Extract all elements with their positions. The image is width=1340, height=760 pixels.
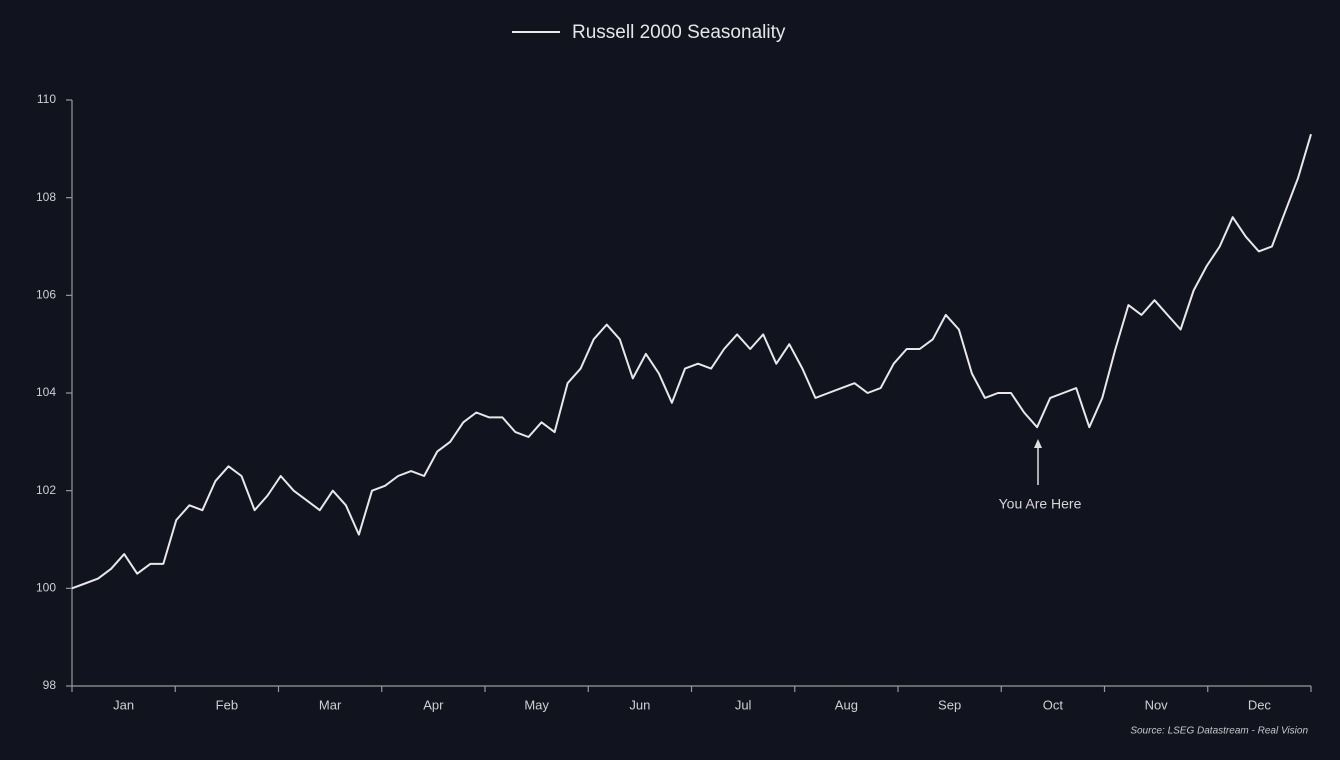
annotation: You Are Here [999, 496, 1082, 512]
y-tick-label: 110 [37, 92, 56, 106]
x-tick-label: Aug [835, 697, 858, 712]
x-tick-label: Sep [938, 697, 961, 712]
source: Source: LSEG Datastream - Real Vision [1130, 726, 1308, 737]
annotation-arrowhead [1034, 439, 1042, 448]
y-tick-label: 104 [36, 385, 56, 399]
y-tick-label: 98 [43, 678, 57, 692]
y-tick-label: 106 [36, 288, 56, 302]
y-tick-label: 102 [36, 483, 56, 497]
x-tick-label: Jun [629, 697, 650, 712]
x-tick-label: Mar [319, 697, 342, 712]
x-tick-label: Nov [1145, 697, 1169, 712]
x-tick-label: May [524, 697, 549, 712]
x-tick-label: Jan [113, 697, 134, 712]
x-tick-label: Feb [216, 697, 238, 712]
x-tick-label: Apr [423, 697, 444, 712]
legend-label: Russell 2000 Seasonality [572, 22, 786, 43]
x-tick-label: Oct [1043, 697, 1064, 712]
y-tick-label: 100 [36, 581, 56, 595]
series-line [71, 133, 1312, 590]
y-tick-label: 108 [36, 190, 56, 204]
x-tick-label: Dec [1248, 697, 1272, 712]
x-tick-label: Jul [735, 697, 752, 712]
